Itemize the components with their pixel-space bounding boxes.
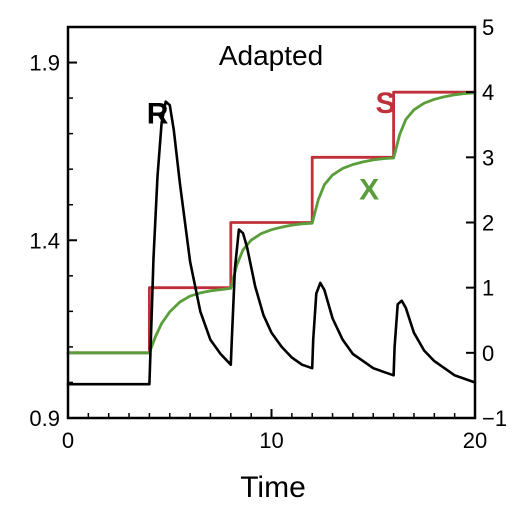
series-line-x [66, 91, 477, 355]
y-right-tick-label: 1 [482, 276, 494, 301]
y-right-tick-label: 2 [482, 211, 494, 236]
series-annotations: R S X [147, 87, 396, 207]
series-label-x: X [359, 174, 379, 207]
series-label-s: S [375, 87, 395, 120]
y-left-tick-label: 0.9 [29, 406, 60, 431]
x-tick-label: 20 [463, 428, 487, 453]
y-right-tick-label: 5 [482, 15, 494, 40]
y-right-tick-label: 3 [482, 145, 494, 170]
y-right-tick-label: 0 [482, 341, 494, 366]
x-tick-label: 0 [62, 428, 74, 453]
chart-title: Adapted [219, 40, 323, 71]
y-left-tick-label: 1.9 [29, 51, 60, 76]
series-line-s [66, 90, 477, 355]
y-left-tick-label: 1.4 [29, 228, 60, 253]
x-axis-title: Time [240, 471, 306, 504]
series-label-r: R [147, 97, 169, 130]
series-line-r [66, 100, 477, 386]
ticks: 0 10 20 0.9 1.4 1.9 −1 0 1 2 3 4 5 [29, 15, 507, 453]
y-right-tick-label: 4 [482, 80, 494, 105]
x-tick-label: 10 [259, 428, 283, 453]
plot-lines [66, 90, 477, 386]
y-right-tick-label: −1 [482, 406, 507, 431]
